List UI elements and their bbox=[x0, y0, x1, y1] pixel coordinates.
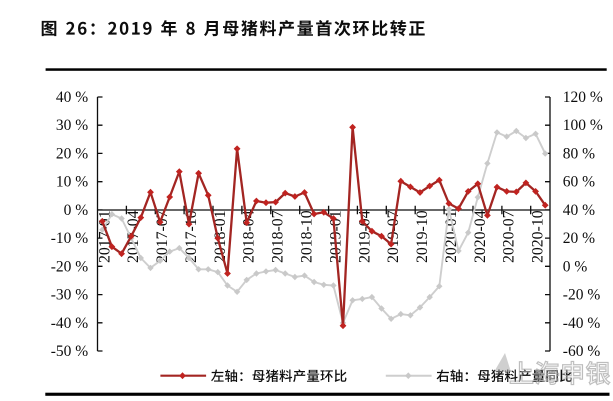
svg-text:2020-07: 2020-07 bbox=[501, 210, 518, 263]
svg-text:10 %: 10 % bbox=[56, 174, 88, 191]
svg-text:80 %: 80 % bbox=[563, 145, 595, 162]
svg-text:120 %: 120 % bbox=[563, 89, 603, 106]
svg-text:2019-04: 2019-04 bbox=[356, 210, 373, 263]
svg-text:2020-10: 2020-10 bbox=[530, 210, 547, 263]
svg-text:20 %: 20 % bbox=[56, 145, 88, 162]
svg-text:2020-04: 2020-04 bbox=[472, 210, 489, 263]
svg-text:40 %: 40 % bbox=[563, 202, 595, 219]
svg-text:30 %: 30 % bbox=[56, 117, 88, 134]
svg-text:-40 %: -40 % bbox=[563, 315, 601, 332]
svg-text:2018-10: 2018-10 bbox=[299, 210, 316, 263]
svg-text:-10 %: -10 % bbox=[51, 230, 89, 247]
svg-text:0 %: 0 % bbox=[563, 258, 588, 275]
svg-text:2018-07: 2018-07 bbox=[270, 210, 287, 263]
svg-text:0 %: 0 % bbox=[64, 202, 89, 219]
svg-text:20 %: 20 % bbox=[563, 230, 595, 247]
svg-text:-60 %: -60 % bbox=[563, 343, 601, 360]
svg-text:-50 %: -50 % bbox=[51, 343, 89, 360]
svg-text:-20 %: -20 % bbox=[51, 258, 89, 275]
svg-text:2017-01: 2017-01 bbox=[96, 210, 113, 263]
svg-text:40 %: 40 % bbox=[56, 89, 88, 106]
svg-text:60 %: 60 % bbox=[563, 174, 595, 191]
svg-text:2019-07: 2019-07 bbox=[385, 210, 402, 263]
svg-text:2019-10: 2019-10 bbox=[414, 210, 431, 263]
svg-text:-30 %: -30 % bbox=[51, 287, 89, 304]
svg-text:-20 %: -20 % bbox=[563, 287, 601, 304]
svg-text:2018-01: 2018-01 bbox=[212, 210, 229, 263]
svg-text:100 %: 100 % bbox=[563, 117, 603, 134]
svg-text:-40 %: -40 % bbox=[51, 315, 89, 332]
